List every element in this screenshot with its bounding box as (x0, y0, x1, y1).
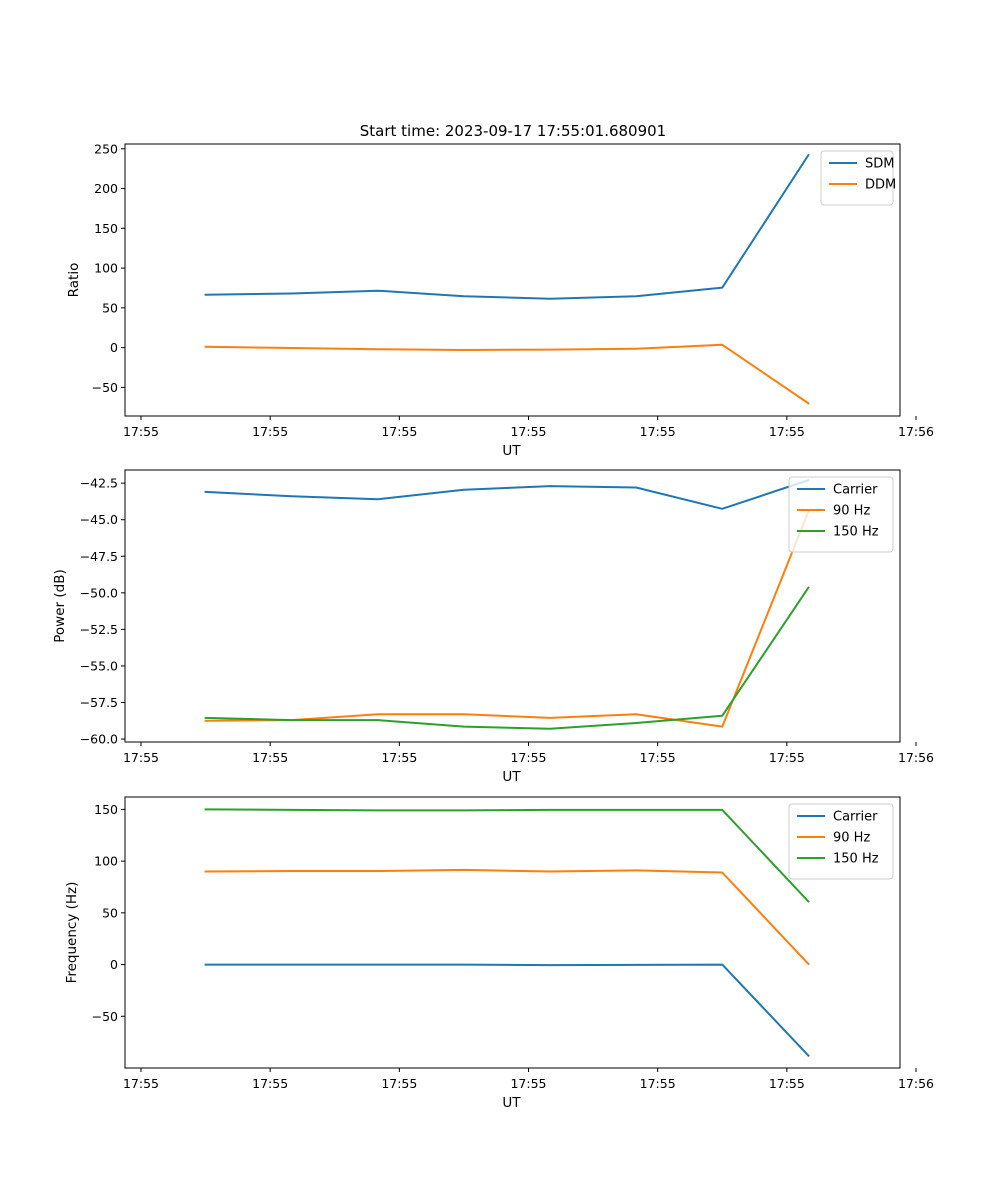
chart-panels: 17:55 17:55 17:55 17:55 17:55 17:55 17:56 −50 0 5… (52, 141, 934, 1111)
legend-label: 150 Hz (833, 852, 879, 867)
series-line-150-hz (204, 586, 810, 730)
axes-frame (124, 143, 901, 417)
x-tick-label: 17:55 (381, 424, 417, 439)
y-tick-label: −57.5 (80, 695, 118, 710)
series-line-sdm (204, 153, 810, 300)
y-tick-label: 150 (94, 221, 118, 236)
y-tick-label: 200 (94, 181, 118, 196)
legend-label: SDM (865, 157, 894, 172)
x-axis-label: UT (502, 769, 521, 785)
legend-box (788, 476, 894, 553)
y-tick-label: −50 (92, 380, 118, 395)
y-tick-label: 100 (94, 854, 118, 869)
chart-panel-1: 17:55 17:55 17:55 17:55 17:55 17:55 17:56 −50 0 5… (66, 141, 934, 459)
x-tick-label: 17:55 (769, 424, 805, 439)
x-tick-label: 17:56 (898, 750, 934, 765)
legend-label: Carrier (833, 810, 878, 825)
x-tick-label: 17:55 (640, 424, 676, 439)
y-tick-label: −47.5 (80, 549, 118, 564)
y-tick-label: 150 (94, 802, 118, 817)
legend-box (788, 803, 894, 880)
y-tick-label: −60.0 (80, 732, 118, 747)
x-tick-label: 17:55 (252, 750, 288, 765)
y-tick-label: −42.5 (80, 476, 118, 491)
x-tick-label: 17:55 (640, 750, 676, 765)
chart-panel-3: 17:55 17:55 17:55 17:55 17:55 17:55 17:56 −50 0 5… (64, 796, 934, 1111)
x-tick-label: 17:55 (510, 1076, 546, 1091)
x-tick-label: 17:56 (898, 424, 934, 439)
y-axis-label: Frequency (Hz) (64, 882, 80, 984)
y-axis-label: Ratio (66, 263, 82, 298)
legend-label: DDM (865, 178, 896, 193)
x-tick-label: 17:55 (381, 1076, 417, 1091)
series-line-carrier (204, 963, 810, 1058)
x-tick-label: 17:55 (123, 1076, 159, 1091)
y-tick-label: −50 (92, 1009, 118, 1024)
y-tick-label: 0 (110, 340, 118, 355)
x-tick-label: 17:55 (252, 424, 288, 439)
x-tick-label: 17:55 (769, 750, 805, 765)
x-tick-label: 17:55 (640, 1076, 676, 1091)
axes-frame (124, 469, 901, 743)
y-tick-label: 50 (102, 300, 118, 315)
legend: Carrier 90 Hz 150 Hz (788, 476, 894, 553)
y-tick-label: 100 (94, 261, 118, 276)
axes-frame (124, 796, 901, 1069)
x-tick-label: 17:55 (510, 750, 546, 765)
x-tick-label: 17:55 (769, 1076, 805, 1091)
y-tick-label: 250 (94, 141, 118, 156)
figure-title: Start time: 2023-09-17 17:55:01.680901 (360, 122, 666, 140)
y-tick-label: 0 (110, 957, 118, 972)
y-tick-label: 50 (102, 905, 118, 920)
legend-label: Carrier (833, 483, 878, 498)
legend-box (820, 150, 894, 206)
x-tick-label: 17:55 (123, 750, 159, 765)
chart-panel-2: 17:55 17:55 17:55 17:55 17:55 17:55 17:56 −60.0… (52, 469, 934, 785)
x-axis-label: UT (502, 443, 521, 459)
x-tick-label: 17:55 (381, 750, 417, 765)
y-tick-label: −55.0 (80, 658, 118, 673)
y-axis-label: Power (dB) (52, 569, 68, 642)
x-tick-label: 17:55 (510, 424, 546, 439)
x-tick-label: 17:56 (898, 1076, 934, 1091)
series-line-90-hz (204, 868, 810, 966)
legend: Carrier 90 Hz 150 Hz (788, 803, 894, 880)
x-tick-label: 17:55 (123, 424, 159, 439)
series-line-ddm (204, 343, 810, 405)
series-line-150-hz (204, 808, 810, 903)
legend-label: 150 Hz (833, 525, 879, 540)
x-tick-label: 17:55 (252, 1076, 288, 1091)
y-tick-label: −45.0 (80, 512, 118, 527)
legend-label: 90 Hz (833, 831, 870, 846)
x-axis-label: UT (502, 1095, 521, 1111)
legend-label: 90 Hz (833, 504, 870, 519)
y-tick-label: −50.0 (80, 585, 118, 600)
legend: SDM DDM (820, 150, 896, 206)
y-tick-label: −52.5 (80, 622, 118, 637)
series-line-carrier (204, 478, 810, 510)
